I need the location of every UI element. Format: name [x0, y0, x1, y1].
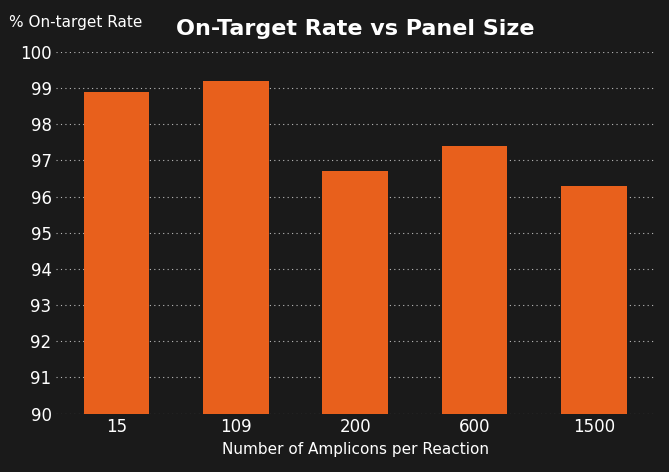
Bar: [84, 92, 149, 413]
Bar: [561, 185, 627, 413]
Text: % On-target Rate: % On-target Rate: [9, 15, 142, 30]
Bar: [322, 171, 388, 413]
Bar: [203, 81, 269, 413]
Title: On-Target Rate vs Panel Size: On-Target Rate vs Panel Size: [176, 19, 535, 39]
X-axis label: Number of Amplicons per Reaction: Number of Amplicons per Reaction: [221, 442, 489, 457]
Bar: [442, 146, 508, 413]
